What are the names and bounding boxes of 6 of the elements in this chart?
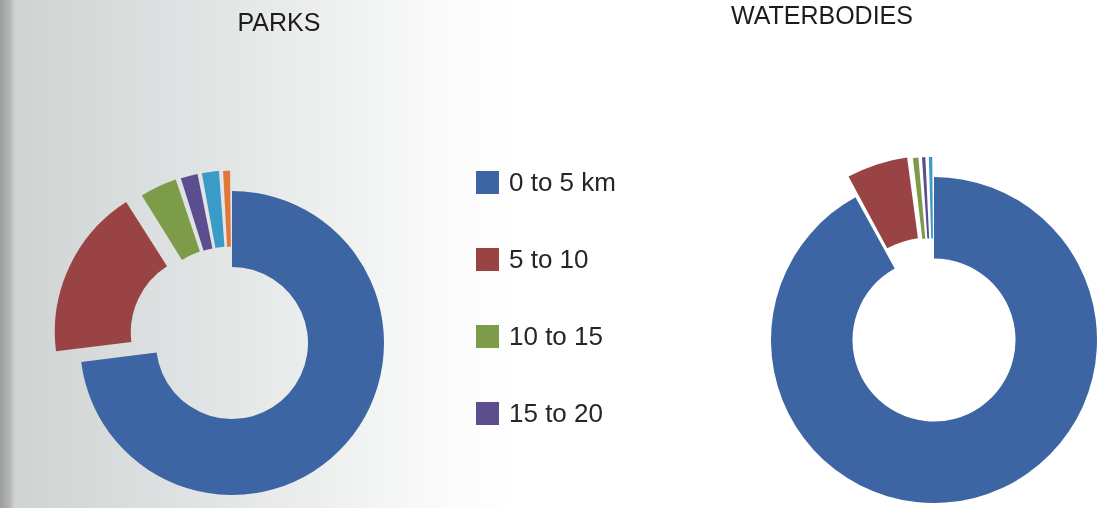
legend-label: 10 to 15 <box>509 320 603 352</box>
chart-title: WATERBODIES <box>731 1 913 30</box>
legend-label: 0 to 5 km <box>509 166 616 198</box>
legend-label: 15 to 20 <box>509 397 603 429</box>
chart-title: PARKS <box>237 8 321 37</box>
legend-label: 5 to 10 <box>509 243 589 275</box>
